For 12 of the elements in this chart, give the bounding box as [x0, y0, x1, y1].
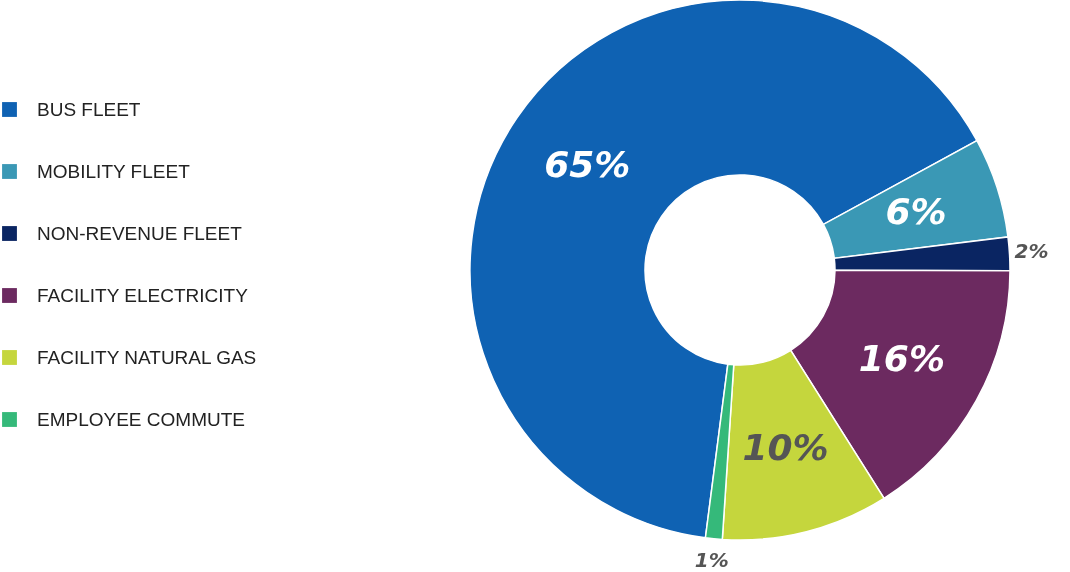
data-label: 2% [1014, 239, 1049, 264]
data-label: 1% [694, 547, 729, 572]
legend-label: NON-REVENUE FLEET [37, 222, 243, 244]
legend-label: FACILITY ELECTRICITY [37, 284, 249, 306]
legend-label: FACILITY NATURAL GAS [37, 346, 257, 368]
data-label: 16% [858, 337, 945, 379]
data-label: 65% [544, 143, 631, 185]
data-label: 6% [885, 191, 947, 233]
data-label: 10% [742, 427, 829, 469]
legend-label: BUS FLEET [37, 98, 141, 120]
legend-label: MOBILITY FLEET [37, 160, 191, 182]
legend-label: EMPLOYEE COMMUTE [37, 408, 245, 430]
